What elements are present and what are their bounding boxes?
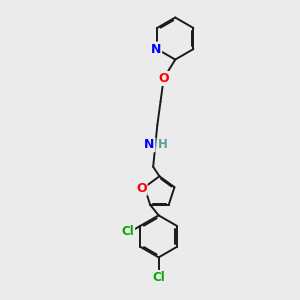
Text: Cl: Cl: [122, 225, 134, 238]
Text: N: N: [144, 138, 154, 151]
Text: Cl: Cl: [152, 271, 165, 284]
Text: O: O: [158, 72, 169, 85]
Text: H: H: [158, 138, 168, 151]
Text: N: N: [151, 43, 161, 56]
Text: O: O: [136, 182, 147, 195]
